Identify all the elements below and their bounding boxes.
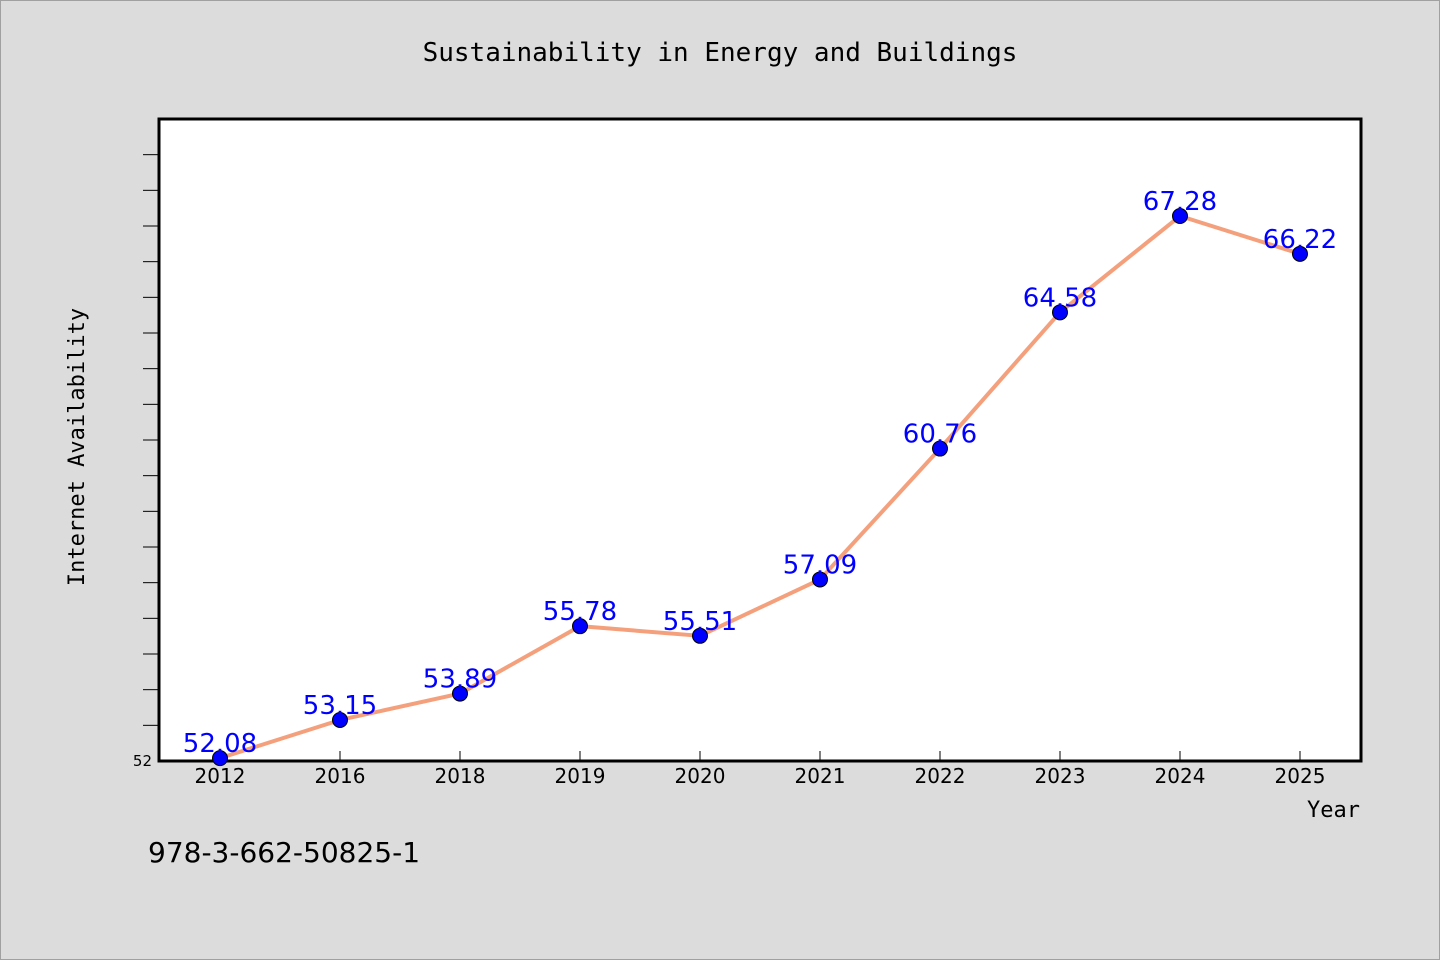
- data-point: [332, 711, 348, 728]
- y-axis-ticks: 52: [133, 154, 159, 770]
- y-tick-label: 52: [133, 752, 152, 770]
- data-point: [1292, 245, 1308, 262]
- data-point: [572, 618, 588, 635]
- data-point: [452, 685, 468, 702]
- x-tick-label: 2022: [915, 764, 966, 788]
- series-line: [218, 214, 1302, 761]
- plot-area: [157, 117, 1363, 763]
- data-label: 66.22: [1263, 225, 1337, 255]
- data-label: 67.28: [1143, 187, 1217, 217]
- x-tick-label: 2019: [555, 764, 606, 788]
- data-point: [1052, 304, 1068, 321]
- data-label: 57.09: [783, 550, 857, 580]
- data-label: 53.89: [423, 665, 497, 695]
- data-point: [932, 440, 948, 457]
- data-point: [692, 627, 708, 644]
- x-tick-label: 2012: [195, 764, 246, 788]
- chart-title: Sustainability in Energy and Buildings: [423, 38, 1018, 68]
- y-axis-label: Internet Availability: [65, 308, 90, 586]
- data-label: 55.78: [543, 597, 617, 627]
- x-axis-label: Year: [1307, 798, 1360, 823]
- data-label: 53.15: [303, 691, 377, 721]
- x-tick-label: 2025: [1275, 764, 1326, 788]
- data-label: 55.51: [663, 607, 737, 637]
- data-label: 64.58: [1023, 283, 1097, 313]
- x-tick-label: 2023: [1035, 764, 1086, 788]
- data-label: 60.76: [903, 420, 977, 450]
- data-point: [1172, 208, 1188, 225]
- x-axis-ticks: 2012 2016 2018 2019 2020 2021 2022 2023 2024 2025: [195, 751, 1326, 788]
- data-point: [212, 750, 228, 767]
- data-label: 52.08: [183, 729, 257, 759]
- series-layer: 52.08 53.15 53.89 55.78 55.51 57.09 60.76 64.58…: [183, 187, 1337, 767]
- x-tick-label: 2016: [315, 764, 366, 788]
- x-tick-label: 2024: [1155, 764, 1206, 788]
- data-point: [812, 571, 828, 588]
- footer-text: 978-3-662-50825-1: [148, 836, 420, 869]
- x-tick-label: 2018: [435, 764, 486, 788]
- x-tick-label: 2021: [795, 764, 846, 788]
- x-tick-label: 2020: [675, 764, 726, 788]
